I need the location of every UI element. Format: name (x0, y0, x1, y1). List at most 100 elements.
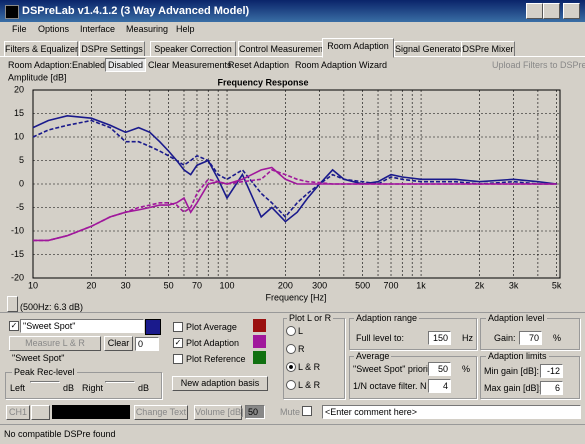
color-swatch[interactable] (253, 335, 266, 348)
x-tick-label: 3k (509, 280, 519, 290)
menu-item[interactable]: Interface (80, 24, 116, 34)
x-axis-label: Frequency [Hz] (265, 292, 326, 302)
tab[interactable]: Room Adaption (322, 38, 394, 58)
color-swatch[interactable] (253, 351, 266, 364)
location-combo[interactable]: "Sweet Spot" (20, 319, 144, 333)
radio[interactable] (286, 326, 296, 336)
x-tick-label: 200 (278, 280, 293, 290)
channel-arrows[interactable] (31, 405, 50, 420)
location-name: "Sweet Spot" (12, 353, 65, 363)
cursor-readout: (500Hz: 6.3 dB) (20, 302, 84, 312)
volume-button[interactable]: Volume [dB] (194, 405, 244, 420)
y-tick-label: -15 (11, 249, 24, 259)
clear-button[interactable]: Clear (104, 336, 133, 351)
tab[interactable]: Speaker Correction (150, 41, 236, 57)
field-label: Max gain [dB]: (484, 383, 542, 393)
left-level (30, 381, 60, 383)
tab[interactable]: DSPre Mixer (461, 41, 515, 57)
checkbox[interactable] (173, 322, 183, 332)
y-tick-label: 0 (19, 178, 24, 188)
enabled-button[interactable]: Enabled (72, 60, 106, 70)
comment-input[interactable]: <Enter comment here> (322, 405, 581, 419)
group-title: Plot L or R (287, 313, 334, 323)
x-tick-label: 300 (312, 280, 327, 290)
new-basis-button[interactable]: New adaption basis (172, 376, 268, 391)
disabled-button[interactable]: Disabled (105, 58, 147, 72)
x-tick-label: 20 (86, 280, 96, 290)
tab[interactable]: Control Measurements (238, 41, 330, 57)
field-label: Full level to: (356, 333, 405, 343)
field-label: Gain: (494, 333, 516, 343)
spin-input[interactable]: 0 (135, 337, 159, 351)
x-tick-label: 100 (220, 280, 235, 290)
reset-adaption-button[interactable]: Reset Adaption (228, 60, 290, 70)
unit: % (553, 333, 562, 343)
field-label: Min gain [dB]: (484, 366, 540, 376)
x-tick-label: 500 (355, 280, 370, 290)
y-tick-label: -5 (16, 202, 24, 212)
y-tick-label: 5 (19, 155, 24, 165)
priority-input[interactable]: 50 (428, 362, 451, 376)
radio[interactable] (286, 380, 296, 390)
cursor-arrow[interactable] (7, 296, 18, 312)
radio[interactable] (286, 362, 296, 372)
unit: dB (138, 383, 150, 393)
checkbox[interactable]: ✓ (173, 338, 183, 348)
minimize-button[interactable] (526, 3, 543, 19)
color-swatch[interactable] (145, 319, 161, 335)
wizard-button[interactable]: Room Adaption Wizard (295, 60, 388, 70)
right-label: Right (82, 383, 104, 393)
x-tick-label: 1k (416, 280, 426, 290)
x-tick-label: 5k (552, 280, 562, 290)
y-tick-label: 10 (14, 131, 24, 141)
max-input[interactable]: 6 (540, 381, 563, 395)
mute-label: Mute (280, 407, 301, 417)
channel-button[interactable]: CH1 (6, 405, 30, 420)
radio[interactable] (286, 344, 296, 354)
checkbox[interactable]: ✓ (9, 321, 19, 331)
y-tick-label: 20 (14, 84, 24, 94)
measure-button[interactable]: Measure L & R (9, 336, 101, 351)
tab[interactable]: Filters & Equalizer (4, 41, 78, 57)
gain-input[interactable]: 70 (519, 331, 542, 345)
range-input[interactable]: 150 (428, 331, 451, 345)
x-tick-label: 2k (475, 280, 485, 290)
radio-label: L & R (298, 380, 321, 390)
close-button[interactable] (563, 3, 580, 19)
filter-input[interactable]: 4 (428, 379, 451, 393)
menu-item[interactable]: Measuring (126, 24, 169, 34)
tab[interactable]: DSPre Settings (79, 41, 145, 57)
menu-item[interactable]: Options (38, 24, 70, 34)
clear-measurements-button[interactable]: Clear Measurements (148, 60, 232, 70)
mute-checkbox[interactable] (302, 406, 312, 416)
group-title: Adaption level (486, 313, 547, 323)
app-icon (5, 5, 19, 19)
x-tick-label: 700 (383, 280, 398, 290)
x-tick-label: 50 (164, 280, 174, 290)
peak-group (5, 372, 162, 399)
checkbox[interactable] (173, 354, 183, 364)
menu-item[interactable]: Help (176, 24, 195, 34)
menu-item[interactable]: File (12, 24, 27, 34)
left-label: Left (10, 383, 26, 393)
maximize-button[interactable] (543, 3, 560, 19)
volume-input[interactable]: 50 (245, 405, 265, 419)
unit: Hz (462, 333, 473, 343)
window-title: DSPreLab v1.4.1.2 (3 Way Advanced Model) (22, 5, 250, 17)
change-text-button[interactable]: Change Text (134, 405, 188, 420)
unit: % (462, 364, 471, 374)
toolbar-label: Room Adaption: (8, 60, 73, 70)
option-label: Plot Reference (186, 354, 246, 364)
separator (0, 56, 585, 57)
radio-label: R (298, 344, 305, 354)
upload-button[interactable]: Upload Filters to DSPre (492, 60, 585, 70)
channel-display (52, 405, 130, 419)
tab[interactable]: Signal Generator (394, 41, 463, 57)
group-title: Adaption range (354, 313, 420, 323)
min-input[interactable]: -12 (540, 364, 563, 378)
x-tick-label: 70 (192, 280, 202, 290)
status-text: No compatible DSPre found (4, 429, 116, 439)
x-tick-label: 30 (121, 280, 131, 290)
color-swatch[interactable] (253, 319, 266, 332)
